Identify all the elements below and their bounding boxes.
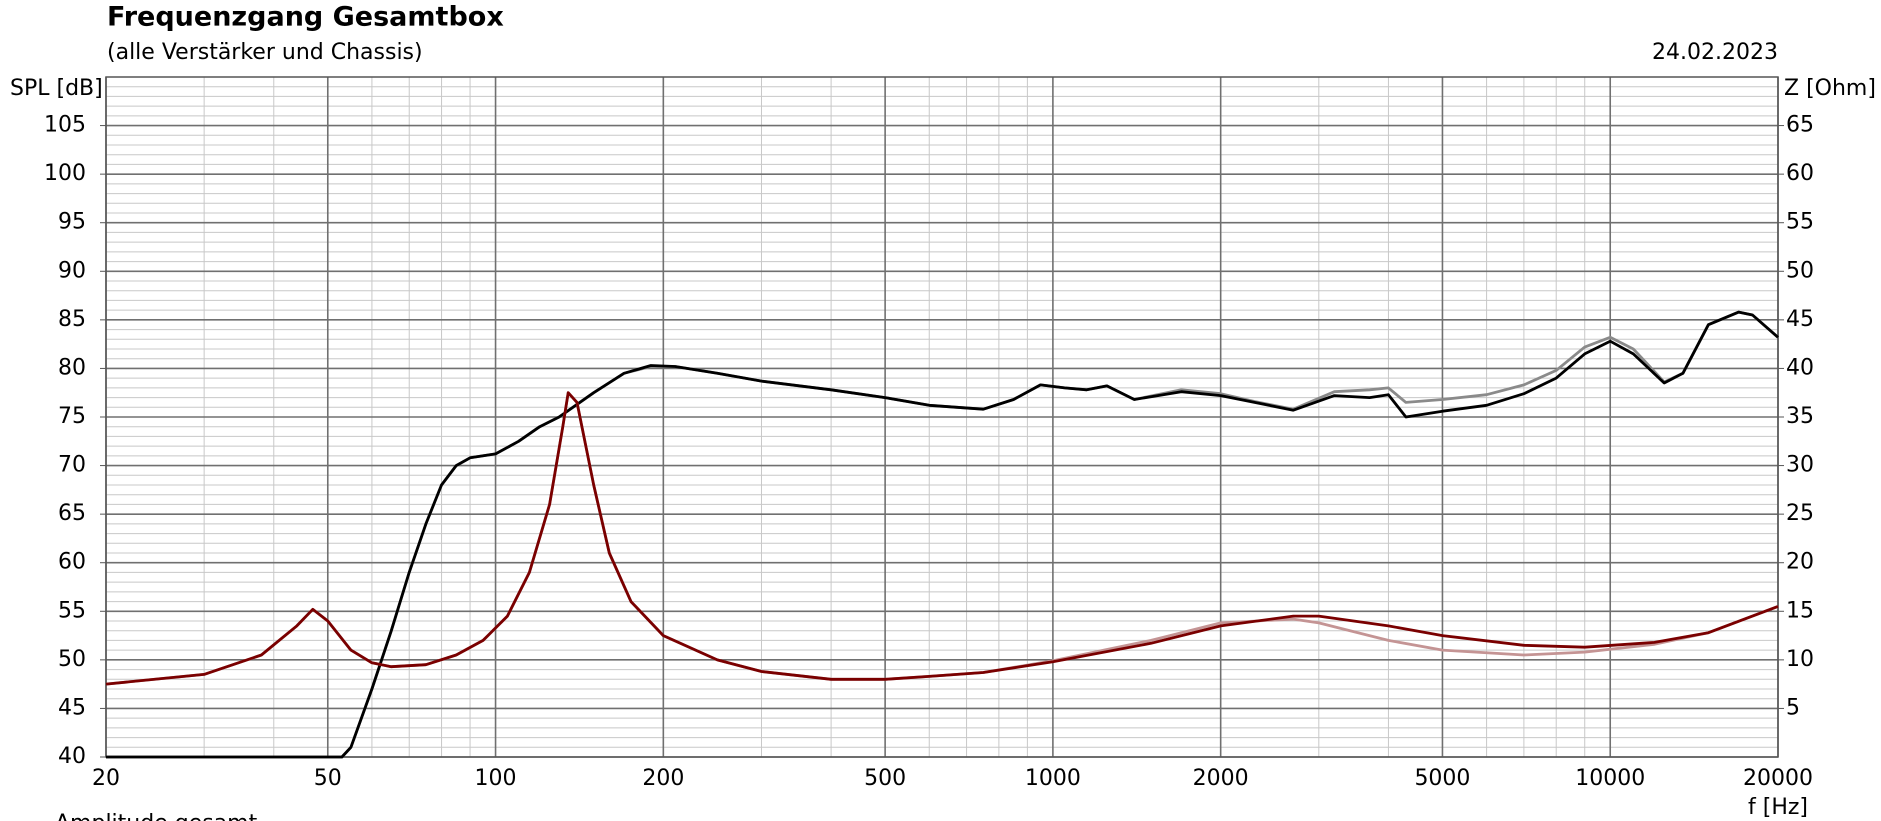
x-tick-label: 1000 xyxy=(1025,766,1081,791)
series-line xyxy=(106,310,1779,759)
y2-tick-label: 5 xyxy=(1786,695,1800,720)
y-tick-label: 70 xyxy=(58,453,86,478)
y2-tick-label: 65 xyxy=(1786,113,1814,138)
y-tick-label: 60 xyxy=(58,550,86,575)
y2-tick-label: 20 xyxy=(1786,550,1814,575)
y-tick-label: 50 xyxy=(58,647,86,672)
series-line xyxy=(105,391,1779,686)
x-tick-label: 500 xyxy=(864,766,906,791)
y-tick-label: 90 xyxy=(58,258,86,283)
y2-tick-label: 55 xyxy=(1786,210,1814,235)
plot-frame xyxy=(105,76,1779,758)
y2-tick-label: 50 xyxy=(1786,258,1814,283)
y-tick-label: 85 xyxy=(58,307,86,332)
x-tick-label: 5000 xyxy=(1414,766,1470,791)
y2-tick-label: 40 xyxy=(1786,355,1814,380)
y-axis-label: SPL [dB] xyxy=(10,76,103,101)
x-tick-label: 2000 xyxy=(1193,766,1249,791)
y2-tick-label: 35 xyxy=(1786,404,1814,429)
x-axis-label: f [Hz] xyxy=(1748,795,1808,820)
x-tick-label: 20 xyxy=(92,766,120,791)
y2-axis-label: Z [Ohm] xyxy=(1784,76,1876,101)
x-tick-label: 20000 xyxy=(1743,766,1813,791)
lines xyxy=(105,310,1779,759)
y-tick-label: 45 xyxy=(58,695,86,720)
x-tick-label: 100 xyxy=(475,766,517,791)
x-tick-label: 10000 xyxy=(1575,766,1645,791)
y-tick-label: 95 xyxy=(58,210,86,235)
y-tick-label: 100 xyxy=(44,161,86,186)
series-line xyxy=(106,310,1779,759)
y2-tick-label: 30 xyxy=(1786,453,1814,478)
y-tick-label: 105 xyxy=(44,113,86,138)
y-tick-label: 40 xyxy=(58,744,86,769)
footer-label: Amplitude gesamt xyxy=(55,811,258,821)
y2-tick-label: 45 xyxy=(1786,307,1814,332)
chart-subtitle: (alle Verstärker und Chassis) xyxy=(107,40,423,65)
y2-tick-label: 60 xyxy=(1786,161,1814,186)
y-tick-label: 65 xyxy=(58,501,86,526)
x-tick-label: 200 xyxy=(642,766,684,791)
chart-title: Frequenzgang Gesamtbox xyxy=(107,2,504,33)
y2-tick-label: 25 xyxy=(1786,501,1814,526)
y-tick-label: 75 xyxy=(58,404,86,429)
y2-tick-label: 10 xyxy=(1786,647,1814,672)
y2-tick-label: 15 xyxy=(1786,598,1814,623)
x-tick-label: 50 xyxy=(314,766,342,791)
y-tick-label: 80 xyxy=(58,355,86,380)
chart-date: 24.02.2023 xyxy=(1652,40,1778,65)
y-tick-label: 55 xyxy=(58,598,86,623)
